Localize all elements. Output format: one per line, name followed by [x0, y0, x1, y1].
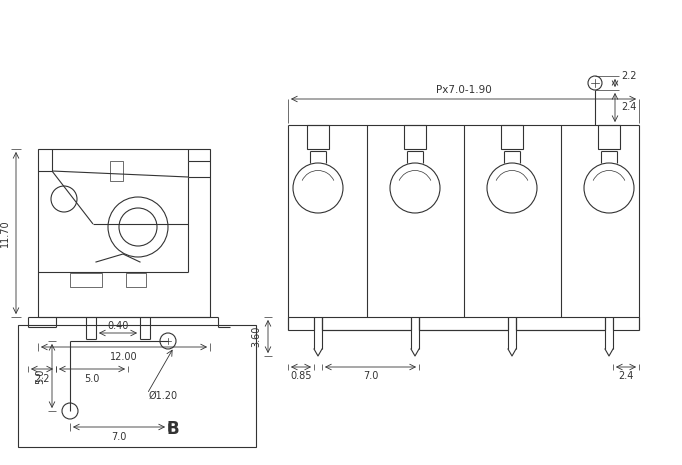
- Bar: [598, 125, 620, 149]
- Bar: [18, 325, 256, 447]
- Bar: [501, 125, 523, 149]
- Text: Ø1.20: Ø1.20: [149, 391, 178, 401]
- Text: 5.0: 5.0: [35, 368, 45, 384]
- Bar: [70, 273, 102, 287]
- Bar: [126, 273, 146, 287]
- Text: 2.2: 2.2: [34, 374, 50, 384]
- Text: Px7.0-1.90: Px7.0-1.90: [436, 85, 491, 95]
- Bar: [404, 125, 426, 149]
- Text: 3.60: 3.60: [251, 326, 261, 347]
- Bar: [110, 161, 123, 181]
- Text: B: B: [166, 420, 179, 438]
- Text: 0.85: 0.85: [291, 371, 312, 381]
- Bar: [307, 125, 329, 149]
- Text: 12.00: 12.00: [110, 352, 138, 362]
- Text: 0.40: 0.40: [107, 321, 129, 331]
- Text: 2.2: 2.2: [621, 71, 636, 81]
- Bar: [38, 149, 210, 317]
- Text: 7.0: 7.0: [363, 371, 379, 381]
- Text: 2.4: 2.4: [619, 371, 634, 381]
- Text: 11.70: 11.70: [0, 219, 10, 247]
- Text: 7.0: 7.0: [111, 432, 127, 442]
- Text: 2.4: 2.4: [621, 102, 636, 112]
- Text: 5.0: 5.0: [85, 374, 100, 384]
